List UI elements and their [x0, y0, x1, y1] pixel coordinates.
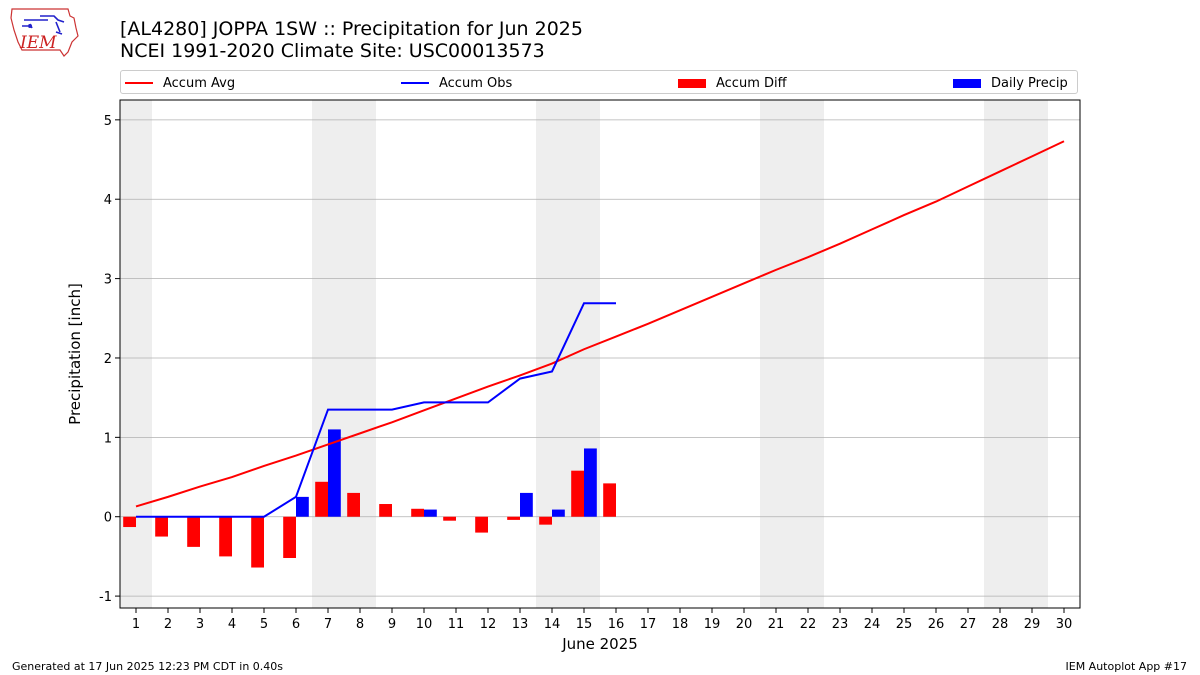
x-tick-label: 2 — [164, 617, 172, 632]
x-tick-label: 30 — [1056, 617, 1073, 632]
accum-obs-line — [136, 302, 616, 518]
x-tick-label: 14 — [544, 617, 561, 632]
x-tick-label: 1 — [132, 617, 140, 632]
footer-generated: Generated at 17 Jun 2025 12:23 PM CDT in… — [12, 660, 284, 673]
x-tick-label: 25 — [896, 617, 913, 632]
x-tick-label: 19 — [704, 617, 721, 632]
legend-swatch — [401, 82, 429, 84]
x-tick-label: 6 — [292, 617, 300, 632]
accum-diff-bar — [283, 516, 296, 558]
x-tick-label: 26 — [928, 617, 945, 632]
accum-diff-bar — [475, 516, 488, 533]
accum-diff-bar — [155, 516, 168, 537]
plot-frame — [119, 99, 1081, 609]
y-tick-label: 2 — [104, 352, 112, 367]
y-tick-label: 5 — [104, 114, 112, 129]
x-tick-label: 24 — [864, 617, 881, 632]
x-tick-label: 27 — [960, 617, 977, 632]
x-tick-label: 21 — [768, 617, 785, 632]
legend-label: Accum Avg — [163, 75, 236, 91]
x-tick-label: 23 — [832, 617, 849, 632]
iem-logo: IEM — [10, 8, 79, 57]
accum-diff-bar — [443, 516, 456, 521]
accum-diff-bar — [251, 516, 264, 568]
accum-diff-bar — [603, 483, 616, 517]
x-tick-label: 5 — [260, 617, 268, 632]
x-tick-label: 15 — [576, 617, 593, 632]
chart-subtitle: NCEI 1991-2020 Climate Site: USC00013573 — [120, 40, 545, 62]
x-tick-label: 9 — [388, 617, 396, 632]
accum-diff-bar — [379, 504, 392, 517]
weekend-shade — [984, 100, 1048, 608]
legend-swatch — [125, 82, 153, 84]
weekend-shade — [312, 100, 376, 608]
x-tick-label: 29 — [1024, 617, 1041, 632]
x-tick-label: 20 — [736, 617, 753, 632]
x-tick-label: 22 — [800, 617, 817, 632]
x-tick-label: 7 — [324, 617, 332, 632]
accum-diff-bar — [539, 516, 552, 525]
daily-precip-bar — [584, 448, 597, 517]
daily-precip-bar — [296, 496, 309, 517]
chart-title: [AL4280] JOPPA 1SW :: Precipitation for … — [120, 18, 583, 40]
accum-diff-bar — [411, 508, 424, 517]
x-tick-label: 18 — [672, 617, 689, 632]
logo-text: IEM — [19, 33, 57, 53]
x-tick-label: 4 — [228, 617, 236, 632]
accum-diff-bar — [507, 516, 520, 520]
legend-label: Accum Obs — [439, 75, 513, 91]
daily-precip-bar — [424, 509, 437, 517]
legend-label: Accum Diff — [716, 75, 787, 91]
accum-diff-bar — [315, 481, 328, 517]
legend-swatch — [953, 78, 981, 88]
weekend-shade — [120, 100, 152, 608]
legend-label: Daily Precip — [991, 75, 1068, 91]
x-tick-label: 10 — [416, 617, 433, 632]
accum-diff-bar — [571, 470, 584, 517]
legend-item-accum-diff: Accum Diff — [678, 74, 787, 92]
legend: Accum Avg Accum Obs Accum Diff Daily Pre… — [120, 70, 1078, 94]
x-tick-label: 8 — [356, 617, 364, 632]
x-axis-label: June 2025 — [561, 635, 638, 653]
x-tick-label: 13 — [512, 617, 529, 632]
accum-diff-bar — [347, 492, 360, 517]
footer-app: IEM Autoplot App #17 — [1065, 660, 1188, 673]
legend-item-accum-obs: Accum Obs — [401, 74, 512, 92]
x-tick-label: 3 — [196, 617, 204, 632]
y-axis-label: Precipitation [inch] — [66, 283, 84, 425]
legend-item-daily-precip: Daily Precip — [953, 74, 1068, 92]
accum-diff-bar — [123, 516, 136, 528]
y-tick-label: 4 — [104, 193, 112, 208]
daily-precip-bar — [520, 492, 533, 517]
daily-precip-bar — [328, 429, 341, 517]
x-tick-label: 28 — [992, 617, 1009, 632]
y-tick-label: -1 — [99, 590, 112, 605]
accum-avg-line — [135, 140, 1065, 508]
weekend-shade — [536, 100, 600, 608]
weekend-shade — [760, 100, 824, 608]
accum-diff-bar — [219, 516, 232, 557]
y-tick-label: 3 — [104, 273, 112, 288]
legend-swatch — [678, 78, 706, 88]
y-tick-label: 1 — [104, 431, 112, 446]
daily-precip-bar — [552, 509, 565, 517]
x-tick-label: 16 — [608, 617, 625, 632]
y-tick-label: 0 — [104, 511, 112, 526]
x-tick-label: 11 — [448, 617, 465, 632]
x-tick-label: 17 — [640, 617, 657, 632]
legend-item-accum-avg: Accum Avg — [125, 74, 235, 92]
x-tick-label: 12 — [480, 617, 497, 632]
accum-diff-bar — [187, 516, 200, 547]
